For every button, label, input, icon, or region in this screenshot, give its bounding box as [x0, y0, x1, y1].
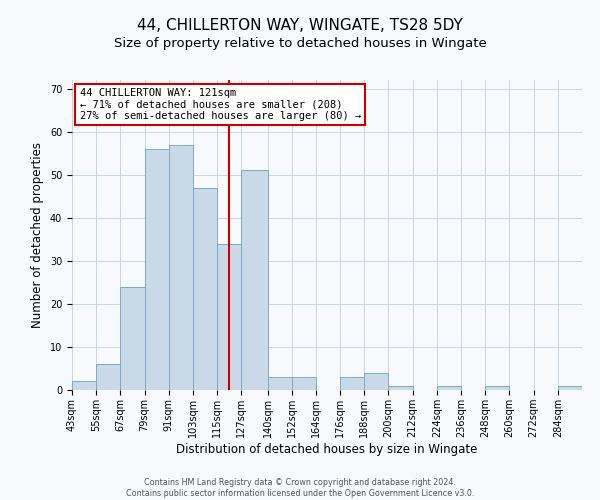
Bar — [340, 377, 364, 390]
Bar — [193, 188, 217, 390]
Y-axis label: Number of detached properties: Number of detached properties — [31, 142, 44, 328]
Bar — [217, 244, 241, 390]
Bar — [437, 386, 461, 390]
Bar — [96, 364, 121, 390]
Bar — [145, 149, 169, 390]
Bar — [241, 170, 268, 390]
Text: 44 CHILLERTON WAY: 121sqm
← 71% of detached houses are smaller (208)
27% of semi: 44 CHILLERTON WAY: 121sqm ← 71% of detac… — [80, 88, 361, 121]
Bar — [558, 386, 582, 390]
Text: Size of property relative to detached houses in Wingate: Size of property relative to detached ho… — [113, 38, 487, 51]
Bar — [268, 377, 292, 390]
Bar — [292, 377, 316, 390]
Bar — [72, 382, 96, 390]
Bar — [485, 386, 509, 390]
Bar — [121, 286, 145, 390]
Bar — [169, 144, 193, 390]
Text: Contains HM Land Registry data © Crown copyright and database right 2024.
Contai: Contains HM Land Registry data © Crown c… — [126, 478, 474, 498]
Bar — [364, 373, 388, 390]
Bar — [388, 386, 413, 390]
X-axis label: Distribution of detached houses by size in Wingate: Distribution of detached houses by size … — [176, 442, 478, 456]
Text: 44, CHILLERTON WAY, WINGATE, TS28 5DY: 44, CHILLERTON WAY, WINGATE, TS28 5DY — [137, 18, 463, 32]
